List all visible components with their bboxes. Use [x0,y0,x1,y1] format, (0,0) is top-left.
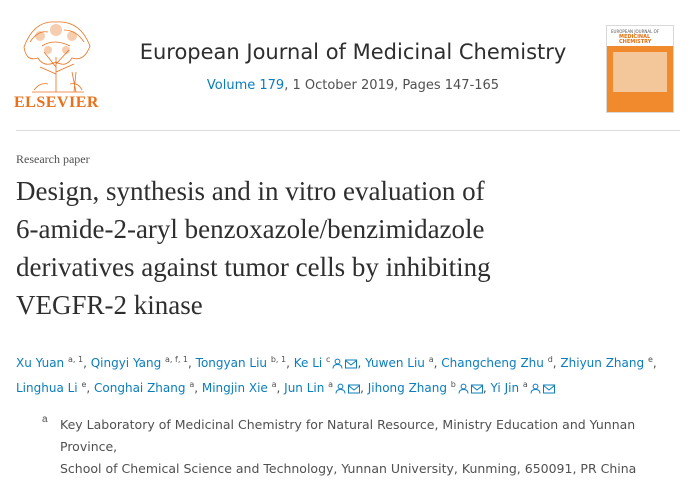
article-type: Research paper [16,152,90,166]
author-link[interactable]: Ke Li c [293,355,358,370]
author-affiliation-sup: a [271,380,277,389]
author-name: Xu Yuan [16,356,68,370]
author-name: Qingyi Yang [90,356,166,370]
author-affiliation-sup: c [326,355,331,364]
cover-text-2: MEDICINAL CHEMISTRY [619,34,652,45]
author-name: Linghua Li [16,381,82,395]
affiliation-line: School of Chemical Science and Technolog… [60,461,637,476]
author-list: Xu Yuan a, 1, Qingyi Yang a, f, 1, Tongy… [16,349,686,399]
author-separator: , [357,356,366,370]
author-link[interactable]: Yuwen Liu a [365,355,434,370]
author-name: Jihong Zhang [367,381,451,395]
article-title-line: 6-amide-2-aryl benzoxazole/benzimidazole [16,214,485,244]
affiliation: Key Laboratory of Medicinal Chemistry fo… [60,414,680,480]
journal-cover-thumbnail[interactable]: EUROPEAN JOURNAL OF MEDICINAL CHEMISTRY [606,25,674,113]
elsevier-wordmark: ELSEVIER [14,94,99,111]
envelope-icon[interactable] [542,384,555,394]
author-link[interactable]: Mingjin Xie a [201,380,277,395]
author-name: Ke Li [293,356,327,370]
author-affiliation-sup: b [450,380,456,389]
person-icon[interactable] [458,383,469,394]
author-name: Changcheng Zhu [441,356,548,370]
envelope-icon[interactable] [345,359,358,369]
cover-text-1: EUROPEAN JOURNAL OF [611,29,660,34]
author-affiliation-sup: e [81,380,87,389]
author-link[interactable]: Zhiyun Zhang e [560,355,653,370]
author-link[interactable]: Xu Yuan a, 1 [16,355,84,370]
author-link[interactable]: Qingyi Yang a, f, 1 [90,355,189,370]
article-title-line: VEGFR-2 kinase [16,290,203,320]
author-name: Yuwen Liu [365,356,429,370]
author-separator: , [360,381,368,395]
author-separator: , [276,381,285,395]
author-link[interactable]: Jun Lin a [284,380,361,395]
person-icon[interactable] [335,383,346,394]
author-affiliation-sup: a [328,380,334,389]
issue-details: , 1 October 2019, Pages 147-165 [284,78,500,93]
author-separator: , [194,381,202,395]
envelope-icon[interactable] [348,384,361,394]
volume-link[interactable]: Volume 179 [206,78,285,93]
author-affiliation-sup: a, f, 1 [165,355,189,364]
author-link[interactable]: Yi Jin a [490,380,555,395]
article-title-line: Design, synthesis and in vitro evaluatio… [16,176,485,206]
author-separator: , [482,381,491,395]
author-name: Mingjin Xie [201,381,272,395]
author-affiliation-sup: a [189,380,195,389]
elsevier-tree-logo[interactable] [14,12,98,112]
author-name: Yi Jin [490,381,523,395]
author-link[interactable]: Conghai Zhang a [94,380,195,395]
author-affiliation-sup: b, 1 [270,355,287,364]
author-separator: , [286,356,294,370]
cover-image [613,52,667,92]
author-affiliation-sup: a, 1 [67,355,84,364]
author-name: Jun Lin [284,381,329,395]
author-affiliation-sup: a [522,380,528,389]
affiliation-line: Key Laboratory of Medicinal Chemistry fo… [60,417,636,454]
cover-header [607,26,673,46]
author-name: Zhiyun Zhang [560,356,648,370]
author-affiliation-sup: d [547,355,553,364]
header-divider [16,130,680,131]
person-icon[interactable] [332,358,343,369]
author-separator: , [433,356,442,370]
author-affiliation-sup: a [428,355,434,364]
author-link[interactable]: Changcheng Zhu d [441,355,553,370]
journal-meta: Volume 179, 1 October 2019, Pages 147-16… [118,78,588,93]
author-link[interactable]: Tongyan Liu b, 1 [195,355,287,370]
author-affiliation-sup: e [647,355,653,364]
journal-title[interactable]: European Journal of Medicinal Chemistry [139,40,567,64]
author-separator: , [86,381,95,395]
author-separator: , [83,356,91,370]
author-link[interactable]: Jihong Zhang b [367,380,483,395]
author-separator: , [552,356,561,370]
author-link[interactable]: Linghua Li e [16,380,87,395]
author-name: Tongyan Liu [195,356,271,370]
article-title-line: derivatives against tumor cells by inhib… [16,252,491,282]
author-name: Conghai Zhang [94,381,190,395]
author-separator: , [652,356,657,370]
author-separator: , [188,356,196,370]
envelope-icon[interactable] [470,384,483,394]
person-icon[interactable] [530,383,541,394]
article-title: Design, synthesis and in vitro evaluatio… [16,172,656,324]
affiliation-marker: a [42,414,48,425]
